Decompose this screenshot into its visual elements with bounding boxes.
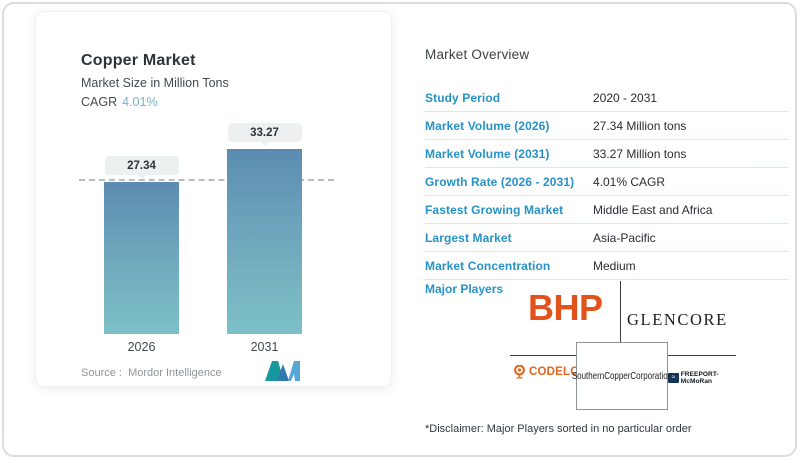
row-label: Market Volume (2026) [425,118,550,133]
source-label: Source : [81,367,122,379]
table-row: Growth Rate (2026 - 2031) 4.01% CAGR [425,168,788,196]
codelco-icon [514,365,525,379]
table-row: Largest Market Asia-Pacific [425,224,788,252]
source-row: Source : Mordor Intelligence [81,367,222,379]
chart-card: 27.34 2026 33.27 2031 Copper Market Market … [35,11,392,387]
freeport-mcmoran-logo: ≈ FREEPORT-McMoRan [668,371,738,385]
table-row: Fastest Growing Market Middle East and Af… [425,196,788,224]
table-row: Market Volume (2026) 27.34 Million tons [425,112,788,140]
major-players-logos: BHP GLENCORE SouthernCopperCorporation C… [510,281,738,413]
chart-subtitle: Market Size in Million Tons [81,76,229,90]
x-axis-label: 2031 [250,340,279,354]
row-value: 2020 - 2031 [593,90,658,105]
cagr-row: CAGR 4.01% [81,95,158,109]
overview-table: Study Period 2020 - 2031 Market Volume (20… [425,84,788,280]
codelco-logo: CODELCO [513,365,588,379]
disclaimer-text: *Disclaimer: Major Players sorted in no … [425,423,692,435]
row-label: Market Concentration [425,258,551,273]
codelco-label: CODELCO [529,366,588,378]
row-value: Medium [593,258,636,273]
logo-divider-vertical [620,281,621,355]
bar-2026 [104,182,179,334]
row-label: Growth Rate (2026 - 2031) [425,174,575,189]
row-label: Largest Market [425,230,512,245]
row-label: Study Period [425,90,501,105]
row-label: Fastest Growing Market [425,202,564,217]
bhp-logo: BHP [528,287,603,328]
row-value: 27.34 Million tons [593,118,687,133]
freeport-label: FREEPORT-McMoRan [680,371,719,385]
southern-copper-label: SouthernCopperCorporation [571,370,673,382]
bar-chart: 27.34 2026 33.27 2031 [36,12,391,386]
chart-title: Copper Market [81,52,196,69]
glencore-logo: GLENCORE [627,310,728,329]
row-label: Market Volume (2031) [425,146,550,161]
cagr-label: CAGR [81,95,118,109]
bar-2031 [227,149,302,334]
table-row: Market Volume (2031) 33.27 Million tons [425,140,788,168]
cagr-value: 4.01% [122,95,158,109]
major-players-label: Major Players [425,282,504,296]
southern-copper-logo: SouthernCopperCorporation [572,342,672,410]
row-value: 33.27 Million tons [593,146,687,161]
row-value: 4.01% CAGR [593,174,666,189]
value-label: 27.34 [104,156,179,179]
table-row: Study Period 2020 - 2031 [425,84,788,112]
table-row: Market Concentration Medium [425,252,788,280]
freeport-icon: ≈ [668,373,679,383]
overview-heading: Market Overview [425,47,530,62]
row-value: Asia-Pacific [593,230,656,245]
value-label: 33.27 [227,123,302,146]
mordor-intelligence-logo-icon [265,361,300,381]
row-value: Middle East and Africa [593,202,713,217]
x-axis-label: 2026 [127,340,156,354]
reference-dashed-line [79,179,334,181]
source-value: Mordor Intelligence [128,367,222,379]
